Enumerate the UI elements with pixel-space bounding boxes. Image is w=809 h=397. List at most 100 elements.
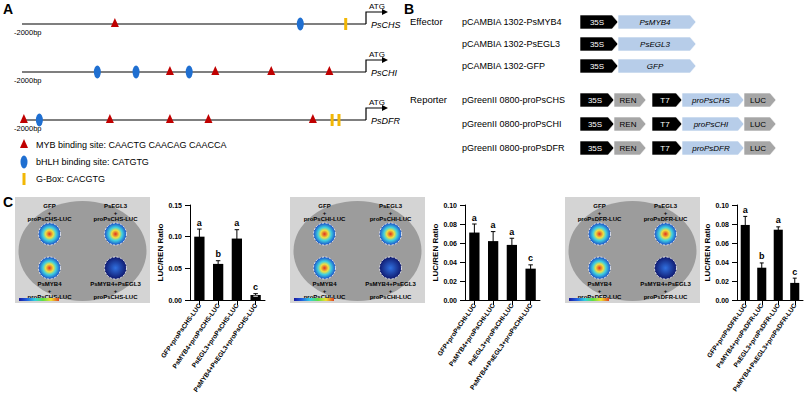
svg-text:+: + [664, 210, 668, 216]
svg-text:PsMYB4+PsEGL3+proPsDFR-LUC: PsMYB4+PsEGL3+proPsDFR-LUC [731, 302, 798, 394]
svg-text:PsMYB4+PsEGL3+proPsCHS-LUC: PsMYB4+PsEGL3+proPsCHS-LUC [192, 302, 260, 394]
svg-text:35S: 35S [590, 18, 604, 27]
svg-text:LUC: LUC [750, 96, 766, 105]
svg-text:PsEGL3: PsEGL3 [640, 40, 670, 49]
svg-text:0.10: 0.10 [168, 233, 182, 240]
svg-text:0.04: 0.04 [443, 259, 457, 266]
svg-text:PsEGL3: PsEGL3 [104, 203, 128, 209]
svg-text:PsMYB4: PsMYB4 [37, 281, 62, 287]
svg-text:LUC/REN Ratio: LUC/REN Ratio [156, 224, 165, 282]
svg-text:ATG: ATG [369, 50, 385, 59]
svg-text:GFP: GFP [593, 203, 605, 209]
svg-text:pGreenII 0800-proPsCHI: pGreenII 0800-proPsCHI [462, 119, 562, 129]
svg-text:+: + [48, 288, 52, 294]
svg-text:PsCHS: PsCHS [371, 20, 401, 30]
svg-text:pGreenII 0800-proPsDFR: pGreenII 0800-proPsDFR [462, 143, 565, 153]
svg-text:B: B [404, 1, 414, 17]
svg-text:0.02: 0.02 [443, 278, 457, 285]
svg-text:GFP: GFP [647, 62, 664, 71]
svg-text:ATG: ATG [369, 2, 385, 11]
svg-text:35S: 35S [588, 96, 602, 105]
svg-text:a: a [491, 220, 497, 230]
svg-text:-2000bp: -2000bp [14, 76, 42, 85]
svg-text:PsMYB4: PsMYB4 [587, 281, 612, 287]
svg-text:PsMYB4: PsMYB4 [312, 281, 337, 287]
svg-text:PsDFR: PsDFR [371, 116, 401, 126]
svg-text:b: b [759, 251, 765, 261]
svg-text:0.06: 0.06 [715, 240, 729, 247]
svg-text:PsMYB4+PsEGL3+proPsCHI-LUC: PsMYB4+PsEGL3+proPsCHI-LUC [468, 302, 534, 392]
svg-text:+: + [598, 210, 602, 216]
svg-text:MYB binding site: CAACTG CAA: MYB binding site: CAACTG CAACAG CAACCA [36, 140, 227, 150]
svg-text:proPsCHI-LUC: proPsCHI-LUC [304, 216, 346, 222]
svg-text:proPsDFR-LUC: proPsDFR-LUC [644, 216, 688, 222]
svg-text:a: a [509, 227, 515, 237]
svg-text:REN: REN [620, 144, 637, 153]
svg-text:0.06: 0.06 [443, 240, 457, 247]
svg-text:+: + [323, 210, 327, 216]
svg-text:proPsCHS-LUC: proPsCHS-LUC [27, 216, 72, 222]
svg-text:PsMYB4+PsEGL3: PsMYB4+PsEGL3 [90, 281, 141, 287]
svg-text:proPsCHI-LUC: proPsCHI-LUC [370, 294, 412, 300]
svg-text:LUC: LUC [750, 120, 766, 129]
svg-text:PsEGL3: PsEGL3 [654, 203, 678, 209]
svg-text:C: C [3, 194, 13, 210]
svg-text:+: + [389, 288, 393, 294]
svg-text:pGreenII 0800-proPsCHS: pGreenII 0800-proPsCHS [462, 95, 565, 105]
svg-text:c: c [792, 267, 797, 277]
svg-text:LUC/REN Ratio: LUC/REN Ratio [703, 224, 712, 282]
svg-text:0.08: 0.08 [443, 221, 457, 228]
svg-text:35S: 35S [590, 40, 604, 49]
svg-text:PsCHI: PsCHI [371, 68, 398, 78]
svg-text:G-Box: CACGTG: G-Box: CACGTG [36, 174, 105, 184]
svg-text:pCAMBIA 1302-PsEGL3: pCAMBIA 1302-PsEGL3 [462, 39, 560, 49]
svg-text:a: a [234, 218, 240, 228]
svg-text:+: + [598, 288, 602, 294]
svg-text:proPsCHI: proPsCHI [693, 120, 729, 129]
svg-text:proPsCHI-LUC: proPsCHI-LUC [370, 216, 412, 222]
svg-text:Reporter: Reporter [410, 94, 447, 105]
svg-text:bHLH binding site: CATGTG: bHLH binding site: CATGTG [36, 157, 149, 167]
svg-text:LUC: LUC [750, 144, 766, 153]
svg-text:35S: 35S [588, 120, 602, 129]
svg-text:GFP: GFP [43, 203, 55, 209]
svg-text:0.02: 0.02 [715, 278, 729, 285]
svg-text:c: c [253, 282, 258, 292]
svg-text:+: + [323, 288, 327, 294]
svg-text:35S: 35S [590, 62, 604, 71]
svg-text:0.08: 0.08 [715, 221, 729, 228]
svg-text:0.00: 0.00 [443, 297, 457, 304]
svg-text:b: b [215, 249, 221, 259]
svg-text:proPsDFR-LUC: proPsDFR-LUC [644, 294, 688, 300]
svg-text:-2000bp: -2000bp [14, 28, 42, 37]
svg-text:pCAMBIA 1302-PsMYB4: pCAMBIA 1302-PsMYB4 [462, 17, 562, 27]
svg-text:a: a [743, 205, 749, 215]
svg-text:0.10: 0.10 [443, 202, 457, 209]
svg-text:A: A [3, 1, 13, 17]
svg-text:ATG: ATG [369, 98, 385, 107]
svg-text:proPsCHS: proPsCHS [691, 96, 730, 105]
svg-text:+: + [114, 210, 118, 216]
svg-text:0.04: 0.04 [715, 259, 729, 266]
svg-text:+: + [664, 288, 668, 294]
svg-text:a: a [472, 213, 478, 223]
svg-text:+: + [389, 210, 393, 216]
svg-text:0.10: 0.10 [715, 202, 729, 209]
svg-text:REN: REN [620, 96, 637, 105]
svg-text:T7: T7 [660, 144, 670, 153]
svg-text:35S: 35S [588, 144, 602, 153]
svg-text:PsMYB4+PsEGL3: PsMYB4+PsEGL3 [640, 281, 691, 287]
svg-text:c: c [528, 253, 533, 263]
svg-text:a: a [197, 218, 203, 228]
svg-text:0.05: 0.05 [168, 265, 182, 272]
svg-text:T7: T7 [660, 96, 670, 105]
svg-text:GFP: GFP [318, 203, 330, 209]
svg-text:+: + [114, 288, 118, 294]
svg-text:pCAMBIA 1302-GFP: pCAMBIA 1302-GFP [462, 61, 545, 71]
svg-text:proPsCHS-LUC: proPsCHS-LUC [93, 216, 138, 222]
svg-text:PsMYB4: PsMYB4 [639, 18, 671, 27]
svg-text:+: + [48, 210, 52, 216]
svg-text:0.15: 0.15 [168, 202, 182, 209]
svg-text:0.00: 0.00 [715, 297, 729, 304]
svg-text:PsEGL3: PsEGL3 [379, 203, 403, 209]
